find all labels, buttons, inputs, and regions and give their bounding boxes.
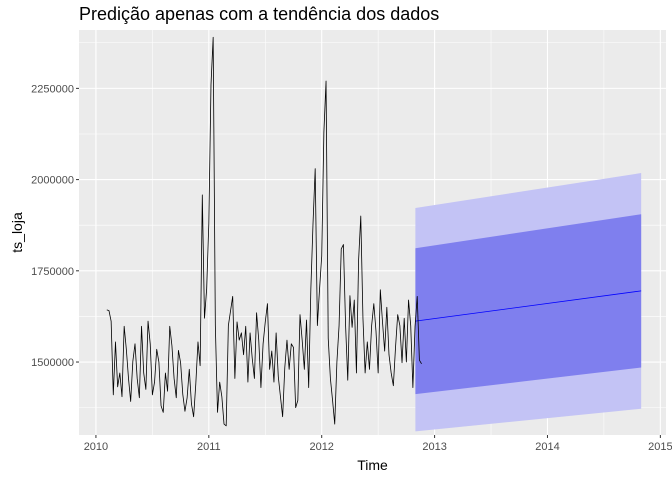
- x-tick-label: 2014: [535, 441, 559, 453]
- x-axis-title: Time: [357, 457, 388, 473]
- forecast-band-80: [415, 214, 642, 395]
- y-axis-title: ts_loja: [9, 212, 25, 253]
- x-tick-label: 2013: [422, 441, 446, 453]
- y-tick-label: 2000000: [31, 175, 74, 187]
- y-tick-label: 1500000: [31, 357, 74, 369]
- y-tick-label: 2250000: [31, 83, 74, 95]
- x-tick-label: 2015: [648, 441, 672, 453]
- forecast-mean-line: [415, 290, 642, 322]
- x-axis: 2010 2011 2012 2013 2014 2015: [84, 435, 672, 453]
- x-tick-label: 2012: [309, 441, 333, 453]
- y-tick-label: 1750000: [31, 266, 74, 278]
- series-layer: [106, 36, 422, 427]
- chart-title: Predição apenas com a tendência dos dado…: [79, 4, 440, 24]
- x-tick-label: 2010: [84, 441, 108, 453]
- y-axis: 1500000 1750000 2000000 2250000: [31, 83, 79, 369]
- forecast-layer: [415, 173, 642, 432]
- series-line: [106, 36, 422, 427]
- x-tick-label: 2011: [197, 441, 221, 453]
